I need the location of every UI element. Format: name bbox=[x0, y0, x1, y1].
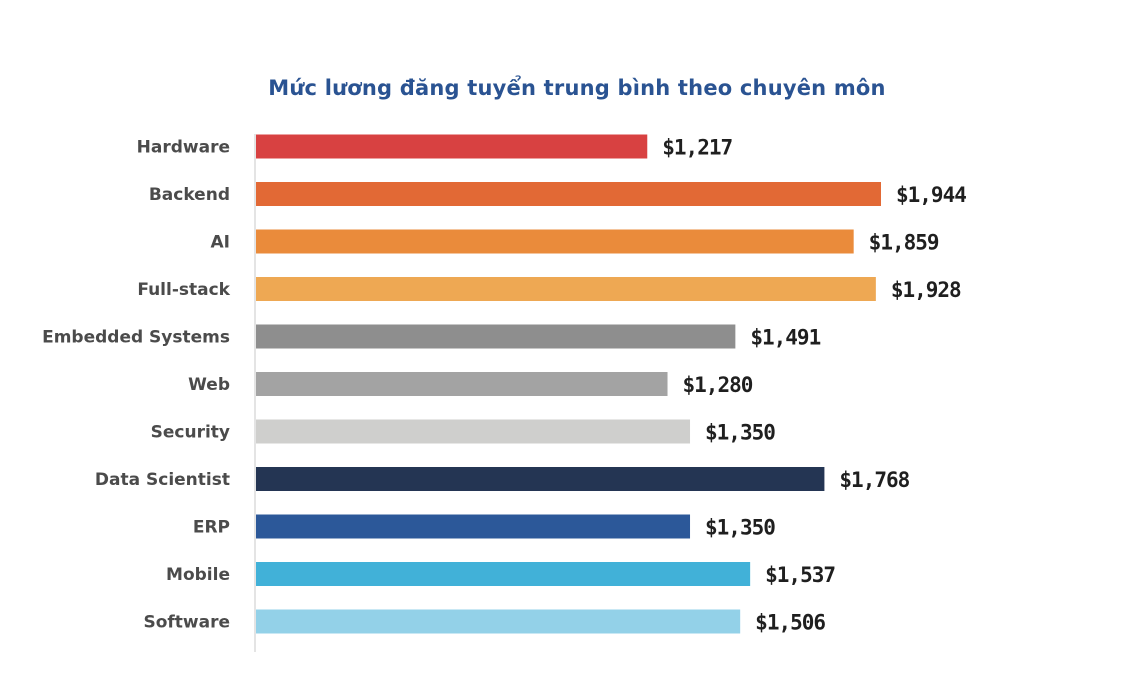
value-label-hardware: $1,217 bbox=[662, 136, 732, 160]
value-label-embedded-systems: $1,491 bbox=[750, 326, 820, 350]
category-label-backend: Backend bbox=[149, 185, 230, 205]
chart-title: Mức lương đăng tuyển trung bình theo chu… bbox=[268, 76, 886, 100]
bar-full-stack bbox=[256, 277, 876, 301]
value-label-mobile: $1,537 bbox=[765, 563, 835, 587]
category-label-full-stack: Full-stack bbox=[137, 280, 230, 300]
category-label-security: Security bbox=[151, 423, 230, 443]
category-label-software: Software bbox=[143, 613, 230, 633]
bar-mobile bbox=[256, 562, 751, 586]
value-label-data-scientist: $1,768 bbox=[839, 468, 909, 492]
category-labels: Hardware Backend AI Full-stack Embedded Syst… bbox=[42, 138, 231, 633]
bars-group bbox=[256, 134, 881, 634]
value-label-web: $1,280 bbox=[683, 373, 753, 397]
bar-erp bbox=[256, 514, 691, 539]
category-label-mobile: Mobile bbox=[166, 565, 230, 585]
category-label-hardware: Hardware bbox=[137, 138, 230, 158]
value-label-ai: $1,859 bbox=[869, 231, 939, 255]
value-label-full-stack: $1,928 bbox=[891, 278, 961, 302]
bar-web bbox=[256, 372, 668, 396]
value-label-erp: $1,350 bbox=[705, 516, 775, 540]
bar-security bbox=[256, 419, 691, 444]
category-label-ai: AI bbox=[211, 233, 230, 253]
value-label-software: $1,506 bbox=[755, 611, 825, 635]
category-label-data-scientist: Data Scientist bbox=[95, 470, 230, 490]
value-label-security: $1,350 bbox=[705, 421, 775, 445]
bar-hardware bbox=[256, 134, 648, 159]
category-label-embedded-systems: Embedded Systems bbox=[42, 328, 230, 348]
category-label-web: Web bbox=[188, 375, 230, 395]
bar-software bbox=[256, 609, 741, 634]
category-label-erp: ERP bbox=[193, 518, 230, 538]
bar-embedded-systems bbox=[256, 324, 736, 349]
bar-data-scientist bbox=[256, 467, 825, 491]
value-label-backend: $1,944 bbox=[896, 183, 966, 207]
bar-ai bbox=[256, 229, 854, 254]
bar-backend bbox=[256, 182, 881, 206]
value-labels: $1,217 $1,944 $1,859 $1,928 $1,491 $1,280 $1,3… bbox=[662, 136, 967, 635]
